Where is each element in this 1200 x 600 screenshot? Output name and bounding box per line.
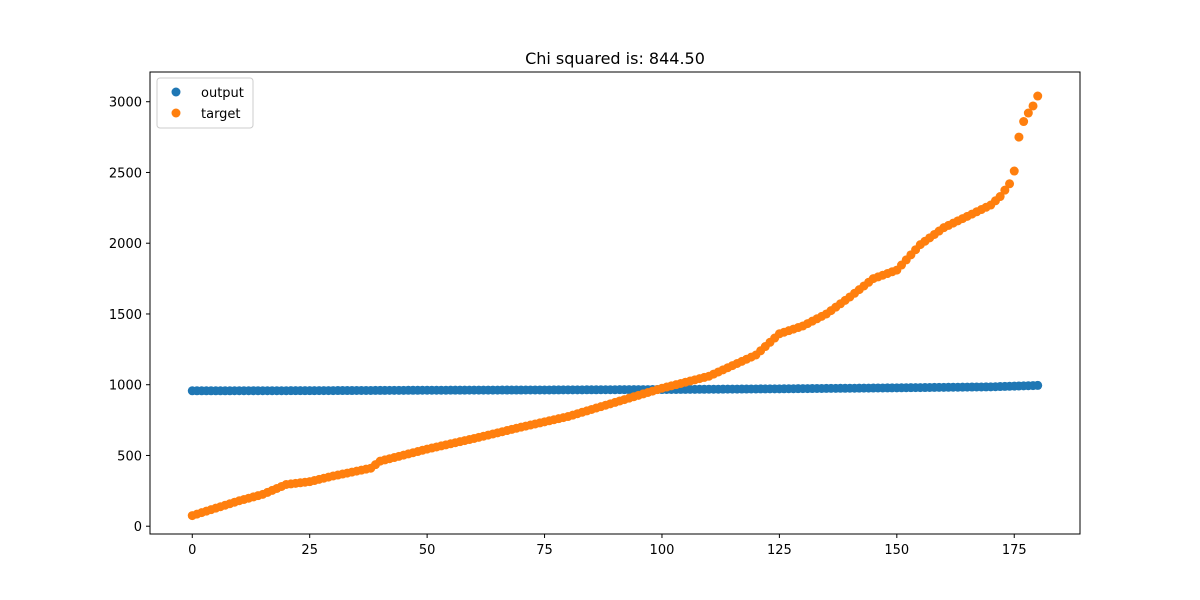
legend-marker-output: [171, 87, 181, 97]
x-tick-label: 75: [536, 543, 553, 558]
x-axis: 0 25 50 75 100 125 150 175: [188, 534, 1027, 558]
y-tick-label: 0: [134, 520, 142, 535]
output-point: [1033, 380, 1043, 390]
chart-title: Chi squared is: 844.50: [525, 49, 705, 68]
target-point: [1028, 101, 1038, 111]
x-tick-label: 125: [767, 543, 792, 558]
y-tick-label: 1000: [109, 379, 142, 394]
target-point: [1033, 91, 1043, 101]
plot-area: [149, 71, 1081, 535]
target-point: [1009, 166, 1019, 176]
legend: output target: [156, 77, 254, 129]
y-axis: 0 500 1000 1500 2000 2500 3000: [109, 96, 150, 535]
legend-box: [156, 77, 254, 129]
x-tick-label: 150: [884, 543, 909, 558]
y-tick-label: 2000: [109, 237, 142, 252]
target-point: [1014, 132, 1024, 142]
x-tick-label: 0: [188, 543, 196, 558]
axes-frame: [149, 71, 1081, 535]
series-output: [187, 380, 1043, 396]
legend-label-target: target: [201, 107, 241, 122]
y-tick-label: 500: [117, 449, 142, 464]
target-point: [1000, 185, 1010, 195]
y-tick-label: 1500: [109, 308, 142, 323]
y-tick-label: 3000: [109, 96, 142, 111]
y-tick-label: 2500: [109, 166, 142, 181]
target-point: [995, 192, 1005, 202]
legend-label-output: output: [201, 86, 244, 101]
legend-marker-target: [171, 108, 181, 118]
x-tick-label: 50: [419, 543, 436, 558]
series-target: [187, 91, 1043, 521]
x-tick-label: 100: [650, 543, 675, 558]
target-point: [1005, 179, 1015, 189]
x-tick-label: 175: [1002, 543, 1027, 558]
target-point: [1019, 117, 1029, 127]
x-tick-label: 25: [301, 543, 318, 558]
target-point: [1023, 108, 1033, 118]
